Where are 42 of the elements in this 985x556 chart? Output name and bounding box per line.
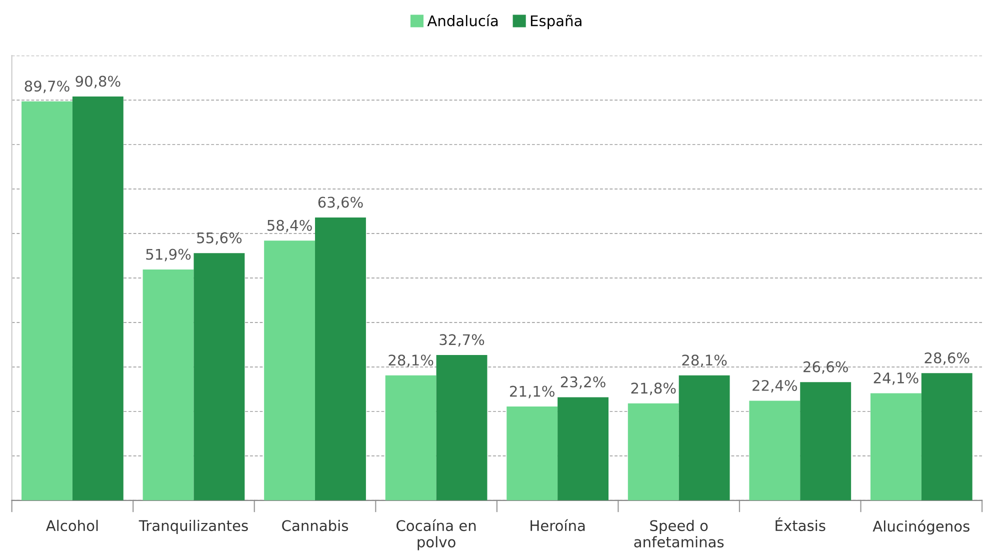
x-tick-label: Alucinógenos	[872, 520, 970, 535]
data-label: 58,4%	[268, 220, 312, 232]
data-label: 55,6%	[197, 232, 242, 245]
bar	[800, 382, 852, 500]
data-label: 22,4%	[752, 380, 798, 392]
bar	[921, 373, 972, 500]
bar	[264, 240, 316, 500]
x-tick-label: Cannabis	[282, 520, 348, 532]
bar	[72, 96, 124, 500]
data-label: 51,9%	[146, 248, 191, 262]
data-label: 32,7%	[440, 334, 484, 347]
data-label: 26,6%	[804, 361, 848, 374]
bar	[194, 253, 245, 500]
data-label: 90,8%	[76, 76, 120, 88]
data-label: 28,1%	[682, 354, 727, 368]
bar	[558, 397, 609, 500]
bar	[142, 270, 194, 500]
bar	[436, 354, 488, 500]
bar	[506, 406, 558, 500]
data-label: 63,6%	[318, 196, 363, 210]
bar	[628, 403, 679, 500]
legend-label: España	[530, 14, 582, 30]
x-tick-label: Speed o anfetaminas	[634, 520, 724, 548]
data-label: 28,6%	[924, 352, 970, 365]
data-label: 21,1%	[510, 386, 554, 398]
data-label: 23,2%	[560, 376, 606, 389]
x-tick-label: Éxtasis	[776, 517, 826, 532]
bar	[22, 101, 72, 500]
data-label: 24,1%	[874, 372, 918, 385]
x-tick-label: Alcohol	[46, 520, 98, 532]
bar	[385, 375, 436, 500]
bar	[315, 218, 366, 500]
bar	[678, 375, 730, 500]
legend-label: Andalucía	[427, 14, 498, 26]
bar	[749, 400, 800, 500]
data-label: 28,1%	[388, 354, 434, 368]
data-label: 21,8%	[631, 382, 676, 396]
x-tick-label: Heroína	[530, 519, 585, 532]
x-tick-label: Tranquilizantes	[138, 520, 248, 534]
x-tick-label: Cocaína en polvo	[396, 519, 476, 550]
data-label: 89,7%	[24, 80, 70, 94]
bar	[870, 393, 922, 500]
